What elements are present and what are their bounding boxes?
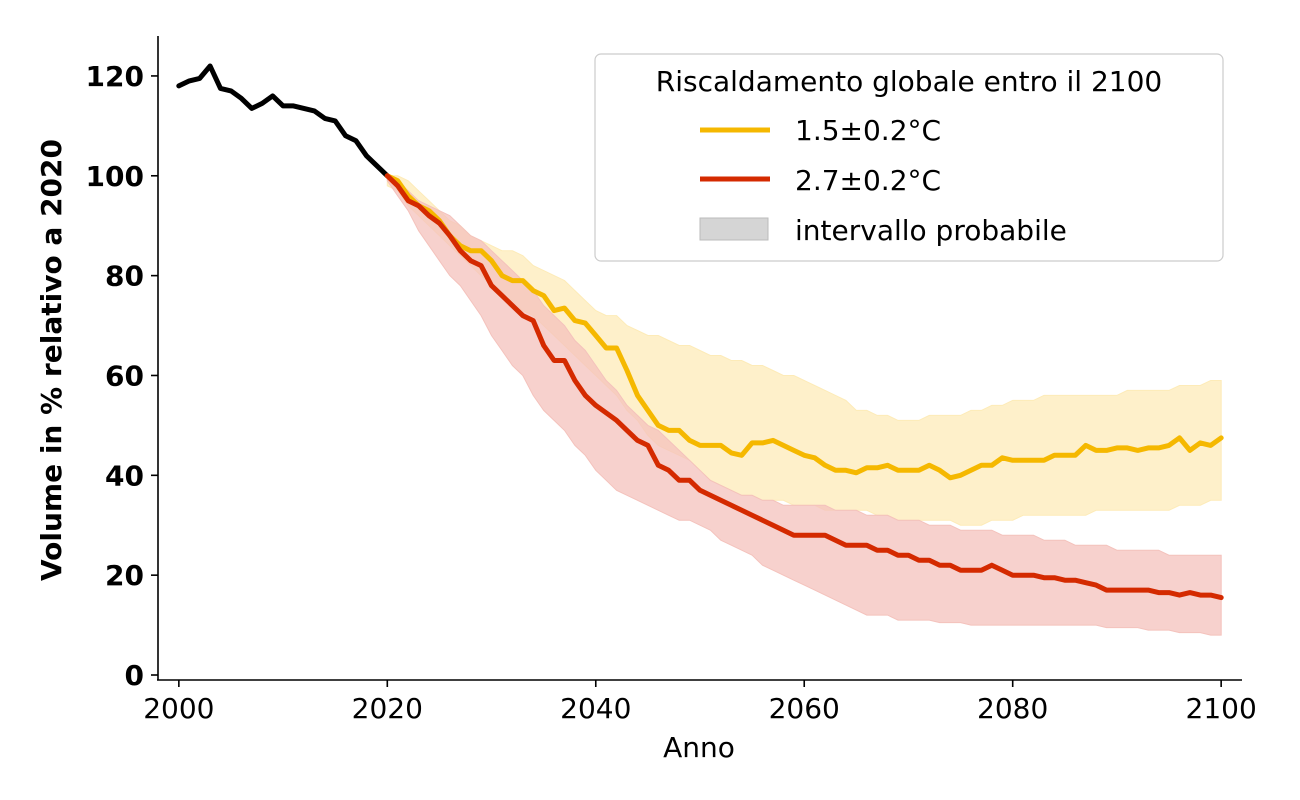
y-axis-label: Volume in % relativo a 2020 (35, 139, 68, 581)
legend-label-1-5: 1.5±0.2°C (795, 114, 941, 147)
x-tick-label: 2040 (560, 692, 631, 725)
legend-label-2-7: 2.7±0.2°C (795, 164, 941, 197)
x-tick-label: 2080 (977, 692, 1048, 725)
series-line-2-7-0-2-c (384, 173, 1224, 601)
y-tick-label: 40 (105, 459, 144, 492)
y-ticks: 0 20 40 60 80 100 120 (86, 60, 158, 692)
x-tick-label: 2020 (352, 692, 423, 725)
y-tick-label: 60 (105, 359, 144, 392)
y-tick-label: 0 (125, 659, 144, 692)
historical-line (176, 63, 390, 179)
legend: Riscaldamento globale entro il 2100 1.5±… (594, 53, 1224, 262)
series-lines (176, 63, 1224, 601)
x-ticks: 2000 2020 2040 2060 2080 2100 (143, 680, 1257, 725)
y-tick-label: 80 (105, 260, 144, 293)
y-tick-label: 20 (105, 559, 144, 592)
y-tick-label: 120 (86, 60, 144, 93)
legend-title: Riscaldamento globale entro il 2100 (656, 65, 1162, 98)
legend-box (594, 53, 1224, 262)
y-tick-label: 100 (86, 160, 144, 193)
axes (157, 36, 1242, 681)
legend-label-likely-range: intervallo probabile (795, 214, 1067, 247)
x-axis-label: Anno (663, 731, 735, 764)
legend-swatch-likely-range (699, 217, 769, 241)
series-line-1-5-0-2-c (384, 173, 1224, 481)
x-tick-label: 2060 (769, 692, 840, 725)
x-tick-label: 2000 (143, 692, 214, 725)
x-tick-label: 2100 (1186, 692, 1257, 725)
